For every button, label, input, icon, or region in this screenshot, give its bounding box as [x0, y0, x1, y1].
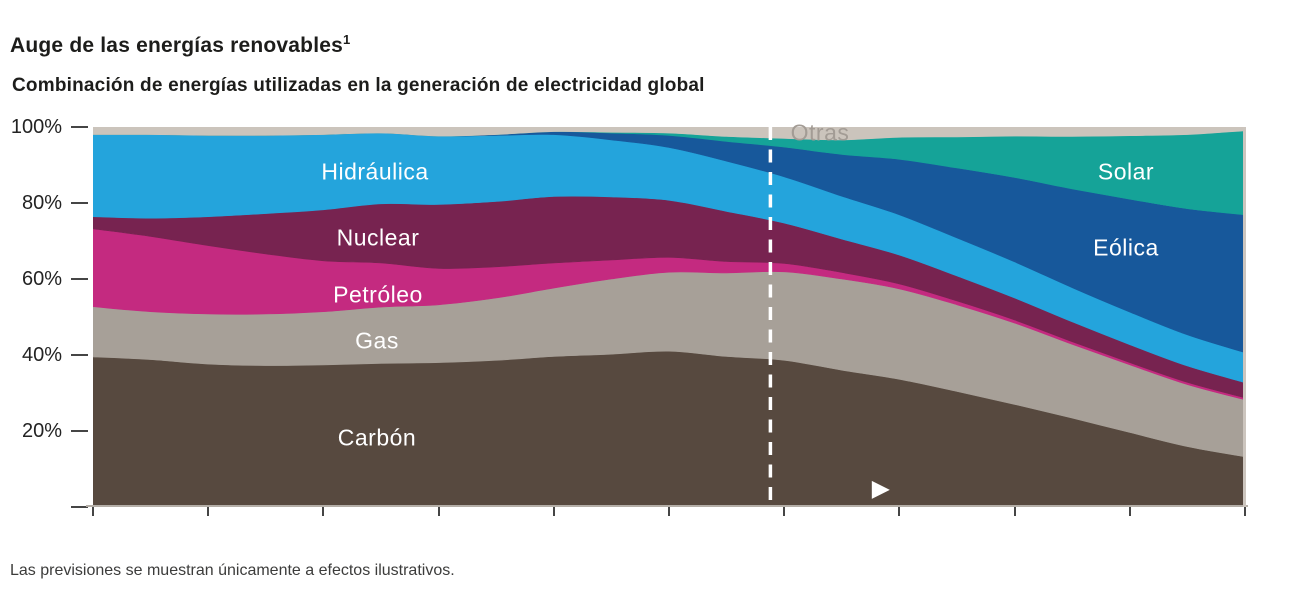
area-label-carbon: Carbón — [337, 424, 417, 451]
x-tick — [668, 507, 670, 516]
x-tick — [1128, 507, 1131, 516]
plot-area: Hidráulica Nuclear Petróleo Gas Carbón O… — [93, 120, 1245, 507]
footnote-marker: 1 — [343, 32, 351, 47]
page-title: Auge de las energías renovables1 — [10, 32, 350, 58]
stacked-area-svg — [93, 127, 1245, 507]
y-tick — [71, 354, 88, 356]
y-tick — [71, 126, 88, 128]
x-tick — [1244, 507, 1246, 516]
x-tick — [783, 507, 786, 516]
y-tick-label: 40% — [21, 344, 62, 366]
area-label-solar: Solar — [1097, 158, 1155, 185]
forecast-play-icon — [871, 480, 890, 499]
x-tick — [1013, 507, 1016, 516]
y-tick — [71, 278, 88, 280]
x-tick — [898, 507, 901, 516]
y-tick-label: 60% — [21, 268, 62, 290]
page-title-text: Auge de las energías renovables — [10, 34, 344, 57]
y-tick — [71, 202, 88, 204]
x-tick — [322, 507, 325, 516]
y-tick-label: 100% — [10, 116, 62, 138]
x-tick — [207, 507, 210, 516]
area-label-eolica: Eólica — [1093, 234, 1159, 261]
area-label-petroleo: Petróleo — [333, 281, 423, 308]
area-label-gas: Gas — [355, 327, 399, 354]
chart-subtitle: Combinación de energías utilizadas en la… — [12, 75, 705, 96]
y-tick — [71, 430, 88, 432]
plot-right-border — [1243, 127, 1246, 507]
y-tick-label: 20% — [21, 420, 62, 442]
area-label-hidraulica: Hidráulica — [321, 158, 429, 185]
x-tick — [437, 507, 440, 516]
y-tick-label: 80% — [21, 192, 62, 214]
forecast-footnote: Las previsiones se muestran únicamente a… — [10, 562, 455, 579]
y-tick — [71, 506, 88, 508]
area-label-otras: Otras — [790, 119, 850, 146]
area-otras — [93, 127, 1245, 141]
x-tick — [552, 507, 555, 516]
x-axis-line — [86, 505, 1248, 507]
area-label-nuclear: Nuclear — [336, 224, 420, 251]
x-tick — [92, 507, 94, 516]
